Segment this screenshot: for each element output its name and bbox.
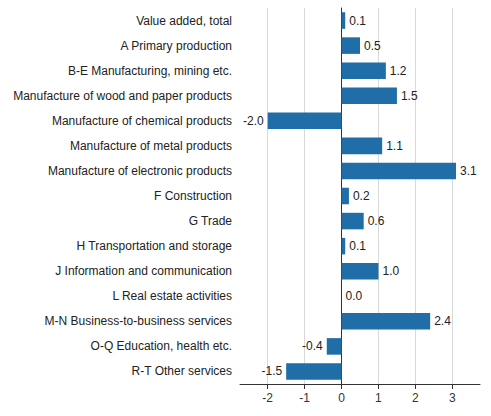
- svg-text:0.5: 0.5: [364, 39, 381, 53]
- svg-text:0.6: 0.6: [368, 214, 385, 228]
- svg-text:B-E Manufacturing, mining etc.: B-E Manufacturing, mining etc.: [68, 64, 232, 78]
- svg-text:L Real estate activities: L Real estate activities: [112, 289, 232, 303]
- svg-text:0.1: 0.1: [349, 239, 366, 253]
- svg-text:Manufacture of electronic prod: Manufacture of electronic products: [48, 164, 232, 178]
- svg-text:A Primary production: A Primary production: [121, 39, 232, 53]
- svg-text:1.0: 1.0: [382, 264, 399, 278]
- svg-text:H Transportation and storage: H Transportation and storage: [77, 239, 233, 253]
- svg-text:O-Q Education, health etc.: O-Q Education, health etc.: [91, 339, 232, 353]
- svg-text:1.1: 1.1: [386, 139, 403, 153]
- svg-text:-0.4: -0.4: [302, 339, 323, 353]
- svg-text:0.2: 0.2: [353, 189, 370, 203]
- svg-text:3.1: 3.1: [460, 164, 477, 178]
- svg-text:0.0: 0.0: [346, 289, 363, 303]
- svg-text:1: 1: [375, 391, 382, 405]
- svg-text:-2.0: -2.0: [243, 114, 264, 128]
- svg-text:1.5: 1.5: [401, 89, 418, 103]
- svg-text:0.1: 0.1: [349, 14, 366, 28]
- svg-text:Manufacture of chemical produc: Manufacture of chemical products: [52, 114, 232, 128]
- svg-text:3: 3: [449, 391, 456, 405]
- svg-text:J Information and communicatio: J Information and communication: [55, 264, 232, 278]
- svg-text:F Construction: F Construction: [154, 189, 232, 203]
- svg-text:2.4: 2.4: [434, 314, 451, 328]
- svg-text:-1: -1: [299, 391, 310, 405]
- svg-text:0: 0: [338, 391, 345, 405]
- svg-text:Manufacture of wood and paper: Manufacture of wood and paper products: [13, 89, 232, 103]
- svg-text:G Trade: G Trade: [189, 214, 233, 228]
- svg-text:1.2: 1.2: [390, 64, 407, 78]
- svg-text:-1.5: -1.5: [261, 364, 282, 378]
- svg-text:M-N Business-to-business servi: M-N Business-to-business services: [45, 314, 232, 328]
- svg-text:-2: -2: [262, 391, 273, 405]
- svg-text:R-T Other services: R-T Other services: [132, 364, 232, 378]
- svg-text:2: 2: [412, 391, 419, 405]
- svg-text:Value added, total: Value added, total: [136, 14, 232, 28]
- svg-text:Manufacture of metal products: Manufacture of metal products: [70, 139, 232, 153]
